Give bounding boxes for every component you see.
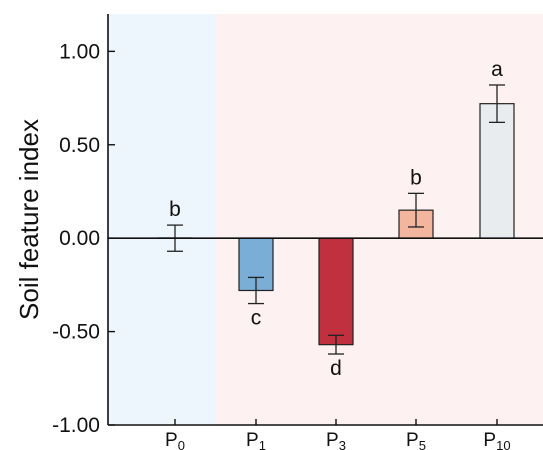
y-tick-label-2: -0.50 xyxy=(52,321,100,344)
significance-letter-5: a xyxy=(491,58,503,81)
bar-3 xyxy=(318,237,354,346)
x-tick-label-1: P0 xyxy=(165,430,185,450)
x-tick-label-sub-1: 0 xyxy=(178,438,185,450)
bar-5 xyxy=(479,103,515,239)
error-bar-4 xyxy=(408,192,424,228)
bars: b c d b a xyxy=(158,58,515,380)
y-axis-title: Soil feature index xyxy=(14,119,44,320)
x-tick-label-sub-5: 10 xyxy=(496,438,510,450)
x-tick-label-main-5: P xyxy=(483,430,496,450)
x-tick-label-4: P5 xyxy=(406,430,426,450)
x-tick-label-3: P3 xyxy=(326,430,346,450)
x-tick-label-5: P10 xyxy=(483,430,510,450)
error-bar-2 xyxy=(248,276,264,305)
x-tick-label-main-2: P xyxy=(246,430,259,450)
x-tick-label-sub-3: 3 xyxy=(339,438,346,450)
significance-letter-4: b xyxy=(410,166,422,189)
error-bar-5 xyxy=(489,84,505,124)
y-tick-label-3: 0.00 xyxy=(59,227,100,250)
significance-letter-2: c xyxy=(251,307,262,330)
background-region-1 xyxy=(108,14,215,425)
error-bar-3 xyxy=(328,334,344,355)
y-tick-label-5: 1.00 xyxy=(59,40,100,63)
x-tick-label-2: P1 xyxy=(246,430,266,450)
significance-letter-1: b xyxy=(169,198,181,221)
x-tick-label-main-4: P xyxy=(406,430,419,450)
x-tick-label-sub-4: 5 xyxy=(419,438,426,450)
y-tick-label-1: -1.00 xyxy=(52,414,100,437)
y-tick-label-4: 0.50 xyxy=(59,134,100,157)
significance-letter-3: d xyxy=(330,357,342,380)
x-tick-label-sub-2: 1 xyxy=(259,438,266,450)
x-tick-label-main-3: P xyxy=(326,430,339,450)
x-tick-label-main-1: P xyxy=(165,430,178,450)
